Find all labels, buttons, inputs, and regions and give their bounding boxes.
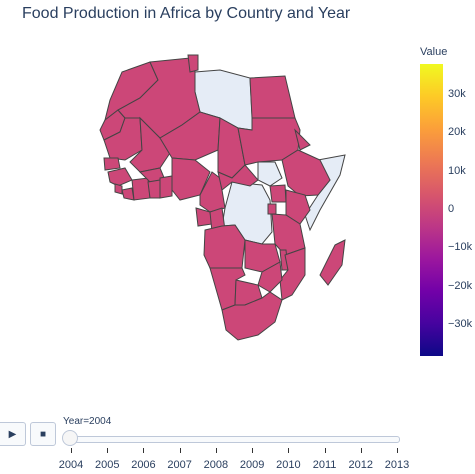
- colorbar-tick-label: 20k: [448, 126, 466, 139]
- slider-current-value: Year=2004: [63, 416, 111, 427]
- country-sudan[interactable]: [237, 117, 301, 166]
- country-ethiopia[interactable]: [281, 149, 331, 197]
- country-south-africa[interactable]: [221, 291, 283, 341]
- country-zimbabwe[interactable]: [257, 261, 283, 293]
- country-rwanda-burundi[interactable]: [267, 203, 277, 215]
- play-button[interactable]: ▶: [0, 422, 26, 446]
- slider-tick: [215, 448, 217, 453]
- slider-year-label[interactable]: 2013: [384, 459, 410, 471]
- slider-tick: [252, 448, 254, 453]
- slider-year-label[interactable]: 2008: [203, 459, 229, 471]
- slider-tick: [288, 448, 290, 453]
- country-uganda[interactable]: [269, 184, 287, 203]
- play-icon: ▶: [8, 428, 17, 440]
- country-togo-benin[interactable]: [159, 175, 173, 199]
- colorbar-title: Value: [420, 46, 448, 58]
- country-liberia[interactable]: [121, 187, 135, 201]
- slider-year-label[interactable]: 2011: [312, 459, 337, 471]
- slider-year-label[interactable]: 2007: [167, 459, 192, 471]
- year-slider-handle[interactable]: [62, 430, 78, 446]
- country-car[interactable]: [217, 164, 259, 191]
- country-madagascar[interactable]: [319, 239, 346, 286]
- stop-button[interactable]: ■: [30, 422, 56, 446]
- slider-tick: [360, 448, 362, 453]
- slider-year-label[interactable]: 2012: [348, 459, 374, 471]
- colorbar-tick-label: 10k: [448, 164, 466, 177]
- country-eritrea[interactable]: [294, 128, 311, 151]
- slider-year-label[interactable]: 2005: [94, 459, 120, 471]
- colorbar-tick-label: −20k: [448, 279, 473, 292]
- slider-year-label[interactable]: 2006: [131, 459, 156, 471]
- country-sierra-leone[interactable]: [114, 183, 123, 195]
- slider-tick: [71, 448, 72, 453]
- country-mozambique[interactable]: [279, 247, 306, 301]
- year-slider-track[interactable]: [63, 436, 400, 443]
- slider-year-label[interactable]: 2004: [58, 459, 84, 471]
- slider-prefix-label: Year=: [63, 416, 90, 427]
- slider-tick: [143, 448, 145, 453]
- data-regions: [99, 54, 346, 341]
- colorbar-gradient: [420, 64, 443, 356]
- country-senegal[interactable]: [103, 157, 121, 171]
- slider-tick: [397, 448, 398, 453]
- africa-choropleth-map: [99, 54, 346, 341]
- country-ghana[interactable]: [147, 179, 161, 199]
- colorbar-tick-label: 0: [448, 203, 455, 215]
- colorbar-tick-label: −30k: [448, 318, 473, 331]
- slider-tick: [179, 448, 181, 453]
- country-kenya[interactable]: [285, 189, 311, 225]
- country-unrecorded-central[interactable]: [257, 161, 283, 187]
- slider-year-label[interactable]: 2010: [276, 459, 301, 471]
- slider-year-label[interactable]: 2009: [239, 459, 265, 471]
- colorbar-tick-label: −10k: [448, 241, 473, 254]
- country-cote-divoire[interactable]: [131, 177, 151, 201]
- no-data-regions: [194, 69, 346, 245]
- colorbar-tick-label: 30k: [448, 87, 466, 100]
- chart-title: Food Production in Africa by Country and…: [22, 5, 351, 22]
- slider-tick: [324, 448, 326, 453]
- country-tunisia[interactable]: [187, 54, 199, 73]
- stop-icon: ■: [39, 428, 47, 440]
- country-angola[interactable]: [203, 224, 246, 269]
- country-guinea[interactable]: [107, 167, 133, 187]
- country-egypt[interactable]: [249, 75, 296, 119]
- slider-current-year: 2004: [89, 416, 112, 427]
- slider-tick: [107, 448, 109, 453]
- country-cameroon[interactable]: [199, 171, 226, 213]
